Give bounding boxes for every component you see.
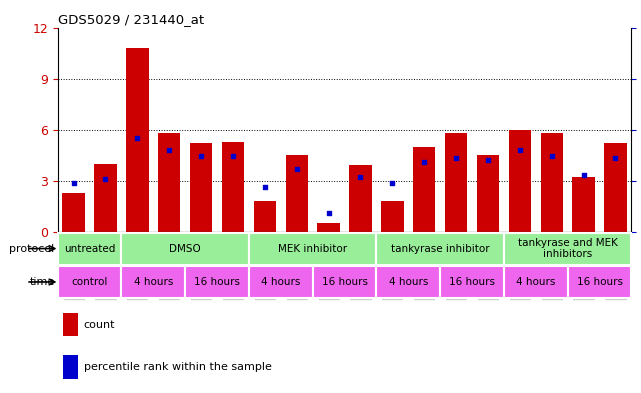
Text: 16 hours: 16 hours: [194, 277, 240, 287]
Bar: [349, 165, 372, 232]
Point: [324, 210, 334, 217]
Bar: [477, 155, 499, 232]
Point: [578, 171, 588, 178]
Bar: [222, 141, 244, 232]
Text: MEK inhibitor: MEK inhibitor: [278, 244, 347, 253]
Point: [228, 153, 238, 160]
Point: [101, 176, 111, 182]
Bar: [317, 223, 340, 232]
Bar: [313, 266, 376, 298]
Text: percentile rank within the sample: percentile rank within the sample: [83, 362, 271, 372]
Point: [196, 153, 206, 160]
Bar: [121, 233, 249, 264]
Point: [132, 135, 142, 141]
Bar: [572, 177, 595, 232]
Text: 4 hours: 4 hours: [133, 277, 173, 287]
Text: 16 hours: 16 hours: [449, 277, 495, 287]
Bar: [62, 193, 85, 232]
Point: [515, 147, 525, 153]
Text: tankyrase and MEK
inhibitors: tankyrase and MEK inhibitors: [518, 238, 617, 259]
Text: time: time: [29, 277, 54, 287]
Text: 4 hours: 4 hours: [261, 277, 301, 287]
Bar: [58, 233, 121, 264]
Point: [547, 153, 557, 160]
Point: [355, 174, 365, 180]
Bar: [63, 313, 78, 336]
Bar: [504, 266, 568, 298]
Point: [419, 159, 429, 165]
Bar: [185, 266, 249, 298]
Bar: [381, 201, 403, 232]
Bar: [126, 48, 149, 232]
Text: untreated: untreated: [64, 244, 115, 253]
Bar: [509, 130, 531, 232]
Point: [610, 155, 620, 162]
Bar: [540, 133, 563, 232]
Point: [451, 155, 462, 162]
Text: control: control: [71, 277, 108, 287]
Text: 4 hours: 4 hours: [516, 277, 556, 287]
Point: [292, 165, 302, 172]
Bar: [63, 355, 78, 379]
Bar: [568, 266, 631, 298]
Bar: [413, 147, 435, 232]
Text: tankyrase inhibitor: tankyrase inhibitor: [391, 244, 490, 253]
Text: GDS5029 / 231440_at: GDS5029 / 231440_at: [58, 13, 204, 26]
Text: 4 hours: 4 hours: [388, 277, 428, 287]
Point: [164, 147, 174, 153]
Bar: [445, 133, 467, 232]
Bar: [286, 155, 308, 232]
Point: [387, 180, 397, 186]
Text: 16 hours: 16 hours: [322, 277, 367, 287]
Text: DMSO: DMSO: [169, 244, 201, 253]
Bar: [249, 233, 376, 264]
Bar: [254, 201, 276, 232]
Bar: [58, 266, 121, 298]
Bar: [604, 143, 627, 232]
Bar: [440, 266, 504, 298]
Bar: [504, 233, 631, 264]
Bar: [249, 266, 313, 298]
Text: count: count: [83, 320, 115, 330]
Point: [483, 157, 493, 163]
Point: [69, 180, 79, 186]
Text: 16 hours: 16 hours: [576, 277, 622, 287]
Bar: [190, 143, 212, 232]
Point: [260, 184, 270, 190]
Bar: [94, 164, 117, 232]
Bar: [376, 233, 504, 264]
Bar: [158, 133, 180, 232]
Bar: [121, 266, 185, 298]
Text: protocol: protocol: [9, 244, 54, 253]
Bar: [376, 266, 440, 298]
